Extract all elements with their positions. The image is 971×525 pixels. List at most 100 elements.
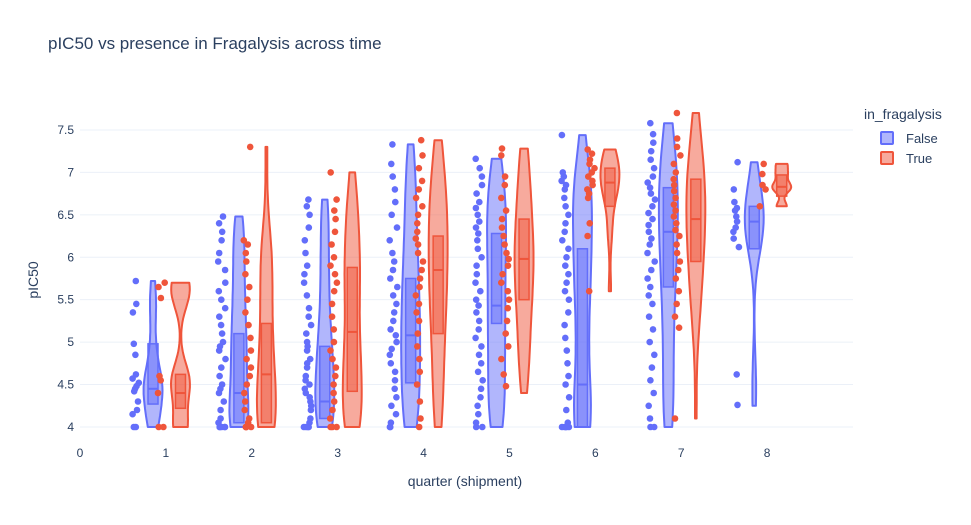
point-false[interactable] xyxy=(307,406,315,414)
point-false[interactable] xyxy=(472,224,480,231)
point-false[interactable] xyxy=(475,326,483,333)
point-false[interactable] xyxy=(475,230,482,237)
point-true[interactable] xyxy=(414,211,422,219)
point-true[interactable] xyxy=(241,398,249,405)
point-false[interactable] xyxy=(649,300,656,308)
point-false[interactable] xyxy=(389,249,396,257)
point-true[interactable] xyxy=(332,364,340,371)
point-true[interactable] xyxy=(332,215,339,223)
point-false[interactable] xyxy=(477,287,484,295)
point-true[interactable] xyxy=(330,338,338,346)
point-false[interactable] xyxy=(218,296,225,304)
point-true[interactable] xyxy=(589,181,596,189)
point-true[interactable] xyxy=(586,220,593,227)
point-true[interactable] xyxy=(245,321,252,329)
point-false[interactable] xyxy=(478,173,486,180)
point-true[interactable] xyxy=(414,330,422,337)
point-false[interactable] xyxy=(302,389,310,397)
point-false[interactable] xyxy=(391,186,399,193)
point-false[interactable] xyxy=(561,186,569,193)
point-true[interactable] xyxy=(505,255,512,263)
point-true[interactable] xyxy=(333,196,340,203)
point-true[interactable] xyxy=(241,389,248,397)
point-false[interactable] xyxy=(302,423,310,431)
point-true[interactable] xyxy=(504,287,512,295)
point-true[interactable] xyxy=(157,294,165,302)
point-true[interactable] xyxy=(333,279,341,287)
point-true[interactable] xyxy=(414,343,421,350)
point-true[interactable] xyxy=(419,152,426,159)
point-false[interactable] xyxy=(565,270,572,278)
point-false[interactable] xyxy=(389,292,397,299)
point-false[interactable] xyxy=(393,224,401,231)
point-false[interactable] xyxy=(218,228,226,236)
point-false[interactable] xyxy=(646,415,654,422)
point-false[interactable] xyxy=(565,245,572,253)
point-true[interactable] xyxy=(419,258,427,265)
point-true[interactable] xyxy=(243,258,250,265)
point-false[interactable] xyxy=(730,228,737,236)
point-true[interactable] xyxy=(675,287,683,295)
point-true[interactable] xyxy=(416,368,424,376)
point-true[interactable] xyxy=(672,207,679,214)
point-false[interactable] xyxy=(646,184,654,191)
point-true[interactable] xyxy=(588,150,596,157)
point-true[interactable] xyxy=(504,304,512,312)
point-false[interactable] xyxy=(561,194,568,202)
point-true[interactable] xyxy=(670,160,678,168)
point-false[interactable] xyxy=(472,279,479,287)
point-false[interactable] xyxy=(644,249,651,257)
point-false[interactable] xyxy=(386,351,394,359)
point-true[interactable] xyxy=(498,355,505,363)
point-true[interactable] xyxy=(501,241,508,248)
point-true[interactable] xyxy=(670,175,677,183)
point-true[interactable] xyxy=(247,334,254,342)
point-false[interactable] xyxy=(651,351,658,359)
point-false[interactable] xyxy=(476,218,483,225)
point-true[interactable] xyxy=(673,109,681,117)
point-true[interactable] xyxy=(502,382,510,390)
point-false[interactable] xyxy=(651,258,658,265)
legend-item-false[interactable]: False xyxy=(880,128,942,148)
point-true[interactable] xyxy=(328,241,335,248)
point-false[interactable] xyxy=(649,173,657,180)
point-false[interactable] xyxy=(302,249,309,257)
point-true[interactable] xyxy=(328,300,336,308)
point-false[interactable] xyxy=(647,119,654,127)
point-false[interactable] xyxy=(220,398,228,405)
point-false[interactable] xyxy=(303,262,311,270)
point-false[interactable] xyxy=(474,402,481,410)
point-false[interactable] xyxy=(472,423,480,431)
point-true[interactable] xyxy=(414,249,422,257)
point-true[interactable] xyxy=(412,235,420,242)
point-true[interactable] xyxy=(673,241,680,248)
point-false[interactable] xyxy=(389,141,396,148)
point-false[interactable] xyxy=(392,198,399,206)
point-false[interactable] xyxy=(731,207,739,214)
point-true[interactable] xyxy=(672,275,680,282)
point-false[interactable] xyxy=(215,347,223,354)
point-true[interactable] xyxy=(242,270,249,278)
point-true[interactable] xyxy=(585,287,593,295)
point-true[interactable] xyxy=(154,389,162,397)
point-false[interactable] xyxy=(645,221,652,229)
point-false[interactable] xyxy=(735,243,743,251)
point-false[interactable] xyxy=(390,317,397,325)
point-false[interactable] xyxy=(475,302,482,309)
point-true[interactable] xyxy=(670,181,678,189)
point-true[interactable] xyxy=(673,300,680,308)
point-true[interactable] xyxy=(326,415,334,422)
point-true[interactable] xyxy=(330,287,338,295)
point-false[interactable] xyxy=(645,313,653,321)
point-false[interactable] xyxy=(390,258,398,265)
point-false[interactable] xyxy=(650,423,658,431)
point-true[interactable] xyxy=(585,173,592,180)
point-false[interactable] xyxy=(733,218,741,225)
point-true[interactable] xyxy=(677,152,684,159)
point-false[interactable] xyxy=(216,372,223,380)
point-true[interactable] xyxy=(242,423,250,431)
point-false[interactable] xyxy=(649,203,656,210)
point-true[interactable] xyxy=(415,164,423,172)
point-true[interactable] xyxy=(584,232,591,240)
point-false[interactable] xyxy=(387,326,394,333)
